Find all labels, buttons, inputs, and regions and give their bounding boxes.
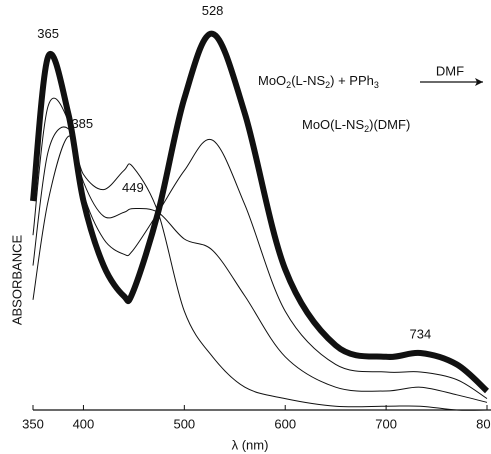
x-tick-label: 400 <box>73 416 95 431</box>
reaction-text: MoO2(L-NS2) + PPh3 <box>258 73 379 90</box>
formula-part: MoO(L-NS <box>302 117 364 132</box>
x-tick-label: 500 <box>173 416 195 431</box>
formula-part: 2 <box>325 80 330 90</box>
reaction-text: MoO(L-NS2)(DMF) <box>302 117 410 134</box>
x-tick-label: 700 <box>375 416 397 431</box>
formula-part: 2 <box>286 80 291 90</box>
y-axis-label: ABSORBANCE <box>9 235 24 326</box>
peak-label: 365 <box>37 26 59 41</box>
peak-label: 734 <box>410 326 432 341</box>
x-axis-label: λ (nm) <box>232 437 269 452</box>
formula-part: )(DMF) <box>369 117 410 132</box>
formula-part: ) + PPh <box>330 73 374 88</box>
reaction-condition: DMF <box>436 63 464 78</box>
arrow-head <box>475 78 483 86</box>
x-tick-label: 800 <box>476 416 491 431</box>
formula-part: 2 <box>364 124 369 134</box>
peak-label: 528 <box>202 3 224 18</box>
peak-label: 385 <box>71 116 93 131</box>
formula-part: MoO <box>258 73 286 88</box>
x-tick-label: 600 <box>274 416 296 431</box>
formula-part: 3 <box>374 80 379 90</box>
peak-label: 449 <box>122 180 144 195</box>
x-tick-label: 350 <box>22 416 44 431</box>
spectrum-line <box>30 30 490 394</box>
formula-part: (L-NS <box>291 73 325 88</box>
